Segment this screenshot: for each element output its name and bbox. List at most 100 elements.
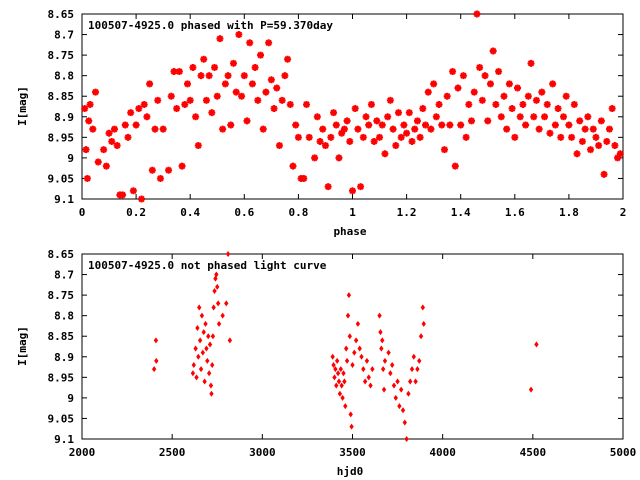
data-point [359, 353, 364, 360]
data-point [334, 382, 339, 389]
data-point [208, 109, 216, 117]
data-point [191, 361, 196, 369]
data-point [587, 146, 595, 154]
data-point [224, 300, 229, 307]
y-tick-label: 8.8 [54, 310, 74, 323]
data-point [549, 80, 557, 88]
data-point [335, 154, 343, 162]
data-point [146, 80, 154, 88]
data-point [492, 100, 500, 108]
data-point [196, 353, 201, 360]
data-point [388, 370, 393, 377]
data-point [530, 113, 538, 121]
data-point [478, 96, 486, 104]
data-point [127, 109, 135, 117]
data-point [167, 92, 175, 100]
data-point [259, 125, 267, 133]
x-tick-label: 2000 [69, 446, 96, 459]
data-point [418, 333, 424, 340]
data-point [470, 88, 478, 96]
data-point [181, 100, 189, 108]
data-point [386, 349, 391, 356]
data-point [340, 125, 348, 133]
data-point [422, 121, 430, 129]
data-point [380, 337, 385, 344]
data-point [202, 96, 210, 104]
data-point [381, 386, 387, 393]
data-point [397, 403, 402, 410]
data-point [468, 117, 476, 125]
data-point [473, 10, 481, 18]
data-point [311, 154, 319, 162]
data-point [330, 353, 335, 360]
y-tick-label: 8.7 [54, 29, 74, 42]
x-tick-label: 0.6 [234, 206, 254, 219]
data-point [332, 374, 337, 381]
x-tick-label: 0.8 [288, 206, 308, 219]
data-point [614, 154, 622, 162]
data-point [584, 113, 592, 121]
data-point [338, 129, 346, 137]
data-point [522, 121, 530, 129]
data-point [576, 117, 584, 125]
data-point [316, 137, 324, 145]
ticks-group: 0 0.2 0.4 0.6 0.8 1 1.2 1.4 1.6 1.8 2 8.65 8.7 8.75 8.… [48, 8, 627, 219]
y-tick-label: 9.05 [48, 412, 75, 425]
data-point [262, 88, 270, 96]
data-point [395, 378, 400, 385]
data-point [462, 133, 470, 141]
data-point [538, 88, 546, 96]
data-point [138, 195, 146, 203]
data-point [270, 105, 278, 113]
data-point [359, 133, 367, 141]
y-tick-label: 8.8 [54, 70, 74, 83]
data-point [213, 92, 221, 100]
data-point [210, 333, 216, 340]
data-point [339, 382, 344, 389]
data-point [143, 113, 151, 121]
data-point [411, 125, 419, 133]
data-points-group [81, 10, 624, 203]
unphased-light-curve-panel: 100507-4925.0 not phased light curve hjd… [16, 248, 636, 478]
data-point [557, 133, 565, 141]
data-point [389, 125, 397, 133]
data-point [578, 137, 586, 145]
data-point [380, 366, 386, 373]
data-point [562, 92, 570, 100]
y-tick-label: 9.1 [54, 193, 74, 206]
data-point [451, 162, 459, 170]
data-point [465, 100, 473, 108]
data-point [386, 96, 394, 104]
data-point [189, 63, 197, 71]
data-point [102, 162, 110, 170]
data-point [205, 357, 210, 364]
data-point [427, 125, 435, 133]
data-point [559, 113, 567, 121]
data-point [240, 72, 248, 80]
data-point [140, 100, 148, 108]
y-tick-label: 9.1 [54, 433, 74, 446]
data-point [340, 394, 345, 401]
data-point [206, 370, 212, 377]
x-tick-label: 2500 [159, 446, 186, 459]
data-point [195, 324, 200, 332]
data-point [343, 403, 348, 410]
data-point [497, 113, 505, 121]
data-point [82, 146, 90, 154]
data-point [435, 100, 443, 108]
data-point [92, 88, 100, 96]
data-point [345, 312, 351, 319]
data-point [235, 31, 243, 39]
data-point [400, 121, 408, 129]
data-point [215, 283, 220, 290]
data-point [215, 300, 221, 307]
data-point [213, 275, 218, 282]
data-point [198, 366, 204, 373]
ticks-group: 2000 2500 3000 3500 4000 4500 5000 8.65 8.7 8.75 8… [48, 248, 637, 459]
data-point [415, 366, 420, 373]
data-point [438, 121, 446, 129]
data-point [368, 382, 373, 389]
data-point [205, 72, 213, 80]
x-tick-label: 1.8 [559, 206, 579, 219]
data-point [331, 361, 336, 369]
